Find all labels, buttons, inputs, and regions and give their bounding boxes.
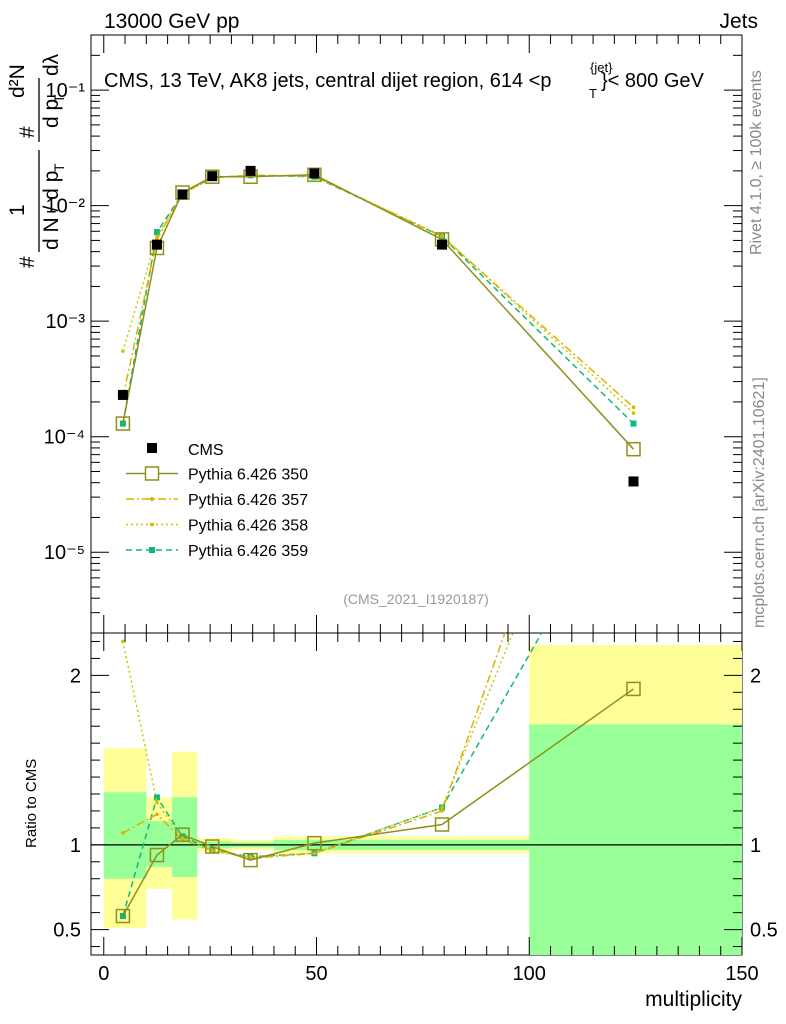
legend-marker (149, 547, 155, 553)
ratio-marker (626, 681, 641, 697)
ratio-y-tick-label-right: 0.5 (750, 920, 778, 942)
svg-text:1: 1 (6, 204, 29, 216)
legend-marker (150, 522, 154, 527)
svg-text:{jet}: {jet} (590, 60, 613, 75)
ratio-series (115, 633, 641, 924)
ratio-marker (243, 852, 258, 868)
series-marker (307, 167, 322, 183)
series-line (122, 174, 634, 408)
legend-label: CMS (188, 442, 224, 459)
x-axis-label: multiplicity (645, 988, 742, 1011)
ratio-y-tick-label-right: 2 (750, 665, 761, 687)
ratio-marker (307, 835, 322, 851)
cms-marker (309, 168, 320, 179)
svg-text:CMS, 13 TeV, AK8 jets, central: CMS, 13 TeV, AK8 jets, central dijet reg… (104, 70, 552, 92)
side-text-bottom: mcplots.cern.ch [arXiv:2401.10621] (751, 377, 768, 628)
svg-text:T: T (51, 163, 67, 172)
ratio-marker (153, 794, 160, 801)
ratio-marker (155, 800, 159, 805)
main-y-tick-label: 10⁻⁴ (44, 427, 85, 449)
x-tick-label: 0 (98, 963, 109, 985)
cms-marker (437, 239, 448, 250)
ratio-y-tick-label: 0.5 (53, 920, 81, 942)
ratio-marker (115, 908, 131, 924)
cms-band-inner (529, 724, 742, 955)
svg-text:#: # (16, 126, 39, 138)
series-marker (153, 229, 160, 236)
cms-band-inner (103, 792, 147, 879)
header-right: Jets (719, 10, 758, 33)
series-line (122, 174, 635, 425)
cms-marker (177, 189, 188, 200)
svg-text:d p: d p (40, 99, 63, 128)
ratio-marker (175, 827, 190, 842)
series-marker (631, 405, 636, 410)
x-tick-label: 50 (305, 963, 327, 985)
ratio-y-tick-label: 2 (70, 665, 81, 687)
cms-marker (151, 239, 162, 250)
svg-text:T: T (589, 86, 597, 101)
svg-text:}< 800 GeV: }< 800 GeV (601, 70, 705, 92)
main-y-axis: 10⁻⁵ 10⁻⁴ 10⁻³ 10⁻² 10⁻¹ (44, 54, 742, 634)
svg-text:T: T (51, 94, 67, 103)
ratio-y-label: Ratio to CMS (23, 759, 40, 848)
series-line (122, 174, 635, 414)
legend-marker (150, 497, 154, 501)
series-marker (121, 349, 125, 353)
legend-label: Pythia 6.426 350 (188, 467, 308, 484)
legend-cms-marker (147, 443, 157, 453)
cms-marker (628, 476, 639, 487)
watermark: (CMS_2021_I1920187) (343, 591, 489, 607)
ratio-marker (210, 848, 215, 852)
ratio-line (122, 633, 514, 858)
svg-text:dλ: dλ (40, 53, 63, 76)
series-marker (630, 420, 637, 427)
header-left: 13000 GeV pp (104, 10, 239, 33)
ratio-marker (440, 809, 444, 813)
legend-label: Pythia 6.426 359 (188, 543, 308, 560)
ratio-marker (149, 847, 165, 863)
legend-label: Pythia 6.426 358 (188, 518, 308, 535)
x-tick-label: 100 (513, 963, 546, 985)
ratio-marker (205, 839, 220, 854)
series-line (122, 174, 635, 450)
ratio-bands (91, 644, 742, 955)
main-series (115, 165, 641, 487)
ratio-y-tick-label-right: 1 (750, 835, 761, 857)
ratio-marker (155, 812, 159, 817)
ratio-marker (434, 817, 450, 832)
x-axis: 0 50 100 150 (98, 35, 759, 985)
main-y-tick-label: 10⁻⁵ (44, 542, 85, 564)
ratio-line (122, 633, 506, 860)
main-y-label: # 1 d N / d p T # d p T d²N dλ (6, 53, 67, 268)
plot-title: CMS, 13 TeV, AK8 jets, central dijet reg… (104, 60, 705, 101)
main-y-tick-label: 10⁻³ (46, 311, 86, 333)
series-marker (631, 411, 636, 415)
series-marker (440, 234, 444, 239)
svg-text:#: # (16, 256, 39, 268)
legend-label: Pythia 6.426 357 (188, 492, 308, 509)
main-y-tick-label: 10⁻¹ (46, 80, 86, 102)
legend-marker (144, 466, 160, 481)
svg-text:d N / d p: d N / d p (40, 171, 63, 250)
ratio-marker (121, 831, 125, 835)
x-tick-label: 150 (725, 963, 758, 985)
ratio-marker (121, 639, 125, 644)
cms-marker (245, 165, 256, 176)
ratio-line (122, 688, 634, 917)
cms-marker (117, 389, 128, 400)
series-marker (115, 416, 131, 431)
ratio-y-tick-label: 1 (70, 835, 81, 857)
ratio-marker (312, 851, 317, 856)
series-marker (626, 441, 641, 457)
ratio-y-axis: 0.5 0.5 1 1 2 2 (53, 640, 778, 948)
series-marker (205, 169, 220, 184)
cms-marker (207, 171, 218, 182)
svg-text:d²N: d²N (6, 64, 29, 98)
side-text-top: Rivet 4.1.0, ≥ 100k events (748, 70, 765, 255)
main-y-tick-label: 10⁻² (46, 196, 86, 218)
legend: CMS Pythia 6.426 350 Pythia 6.426 357 Pythi… (126, 442, 308, 560)
